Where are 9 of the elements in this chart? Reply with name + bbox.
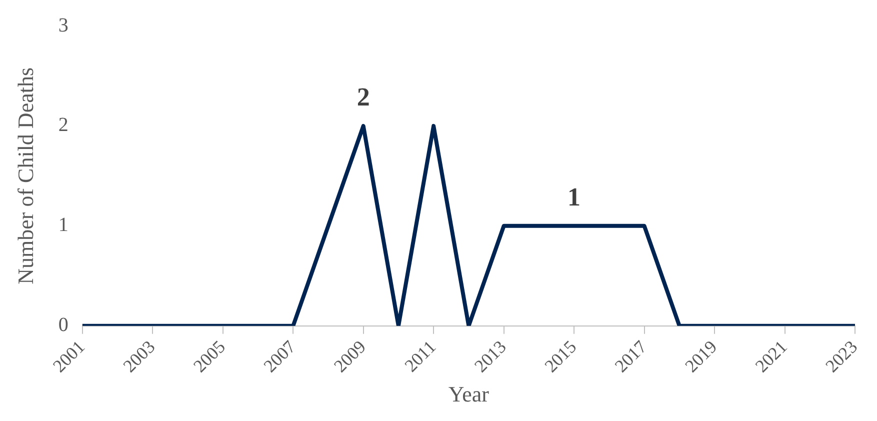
y-tick-label: 3	[58, 14, 68, 36]
x-tick-label: 2011	[400, 336, 440, 376]
y-tick-label: 0	[58, 314, 68, 336]
y-axis-title: Number of Child Deaths	[12, 67, 38, 284]
annotation: 1	[568, 182, 581, 212]
y-tick-label: 1	[58, 214, 68, 236]
x-axis-title: Year	[448, 382, 490, 407]
annotation: 2	[356, 82, 370, 112]
y-tick-label: 2	[58, 114, 68, 136]
